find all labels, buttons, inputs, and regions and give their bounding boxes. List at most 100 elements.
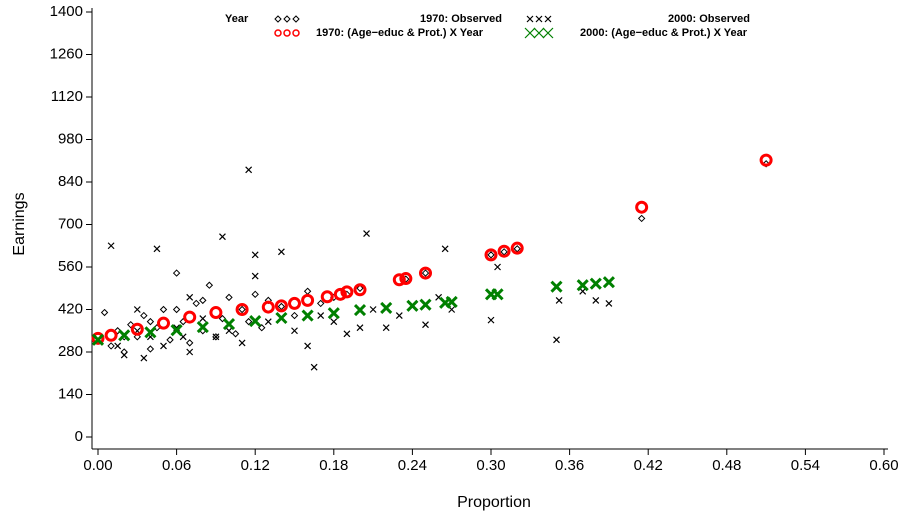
circle-point [274,299,288,313]
legend-symbol [524,27,554,39]
x-tick-label: 0.42 [634,457,663,474]
circle-point [759,153,773,167]
x-point [533,27,545,39]
y-tick-label: 280 [58,343,83,360]
x-point [186,348,194,356]
x-point [225,327,233,335]
x-point [160,342,167,350]
diamond-point [487,251,495,259]
x-point [369,306,377,313]
x-point [494,263,501,271]
diamond-point [513,245,521,253]
y-tick-label: 1400 [50,3,83,20]
diamond-point [133,333,142,341]
x-point [589,277,602,290]
x-point [356,324,364,332]
x-point [535,15,543,23]
circle-point [635,200,649,214]
y-tick-label: 0 [75,428,83,445]
diamond-point [421,269,430,277]
x-point [382,324,390,332]
x-point [553,336,560,344]
circle-point [288,296,301,310]
y-tick-label: 1260 [50,45,83,62]
x-point [301,309,314,322]
circle-point [320,290,334,304]
x-point [327,307,340,320]
x-point [422,321,429,329]
circle-point [261,300,275,314]
x-point [245,166,253,174]
circle-point [399,272,413,286]
x-point [153,245,161,253]
diamond-point [120,348,128,356]
diamond-point [166,336,174,344]
x-axis-title: Proportion [457,494,531,511]
legend-symbol [526,15,552,23]
x-point [445,295,458,308]
circle-point [235,303,249,316]
x-point [196,321,209,334]
x-point [602,276,615,289]
y-tick-label: 840 [58,173,83,190]
diamond-point [107,342,115,350]
x-point [544,15,552,23]
circle-point [183,310,197,324]
diamond-point [637,214,646,223]
diamond-point [277,302,286,311]
x-point [264,318,272,326]
x-point [330,318,338,326]
circle-point [497,244,511,258]
x-point [222,318,236,331]
x-point [120,351,128,359]
x-point [275,311,288,325]
x-point [487,316,495,324]
x-point [238,339,246,347]
circle-point [510,241,524,255]
x-point [277,248,285,256]
x-point [550,280,563,293]
x-tick-label: 0.30 [476,457,505,474]
diamond-point [185,339,194,347]
legend-label: 2000: (Age−educ & Prot.) X Year [580,27,748,39]
x-point [380,301,393,315]
x-point [199,315,207,323]
x-point [576,279,589,292]
diamond-point [258,324,266,332]
x-tick-label: 0.60 [869,457,898,474]
y-tick-label: 420 [58,300,83,317]
x-point [419,298,432,311]
circle-point [419,266,432,280]
circle-point [333,287,347,301]
x-point [219,233,226,241]
x-point [107,242,115,250]
diamond-point [238,305,246,314]
x-point [133,306,141,313]
circle-point [392,273,406,287]
x-point [592,296,600,304]
diamond-point [251,290,259,299]
legend-label: 2000: Observed [668,13,750,25]
x-point [304,342,312,350]
circle-point [301,293,315,307]
diamond-point [146,345,155,353]
x-tick-label: 0.48 [712,457,741,474]
diamond-point [140,311,148,320]
circle-point [91,331,105,345]
diamond-point [192,299,200,308]
diamond-point [356,284,364,292]
y-tick-label: 980 [58,130,83,147]
diamond-point [146,317,155,326]
x-point [524,27,536,39]
circle-point [353,283,367,297]
diamond-point [283,15,291,23]
diamond-point [500,248,508,256]
x-point [441,245,449,253]
legend-symbol [274,15,300,23]
x-tick-label: 0.24 [398,457,427,474]
y-tick-label: 140 [58,385,83,402]
diamond-point [172,305,181,314]
diamond-point [762,160,770,168]
diamond-point [290,311,299,320]
circle-point [130,322,144,336]
